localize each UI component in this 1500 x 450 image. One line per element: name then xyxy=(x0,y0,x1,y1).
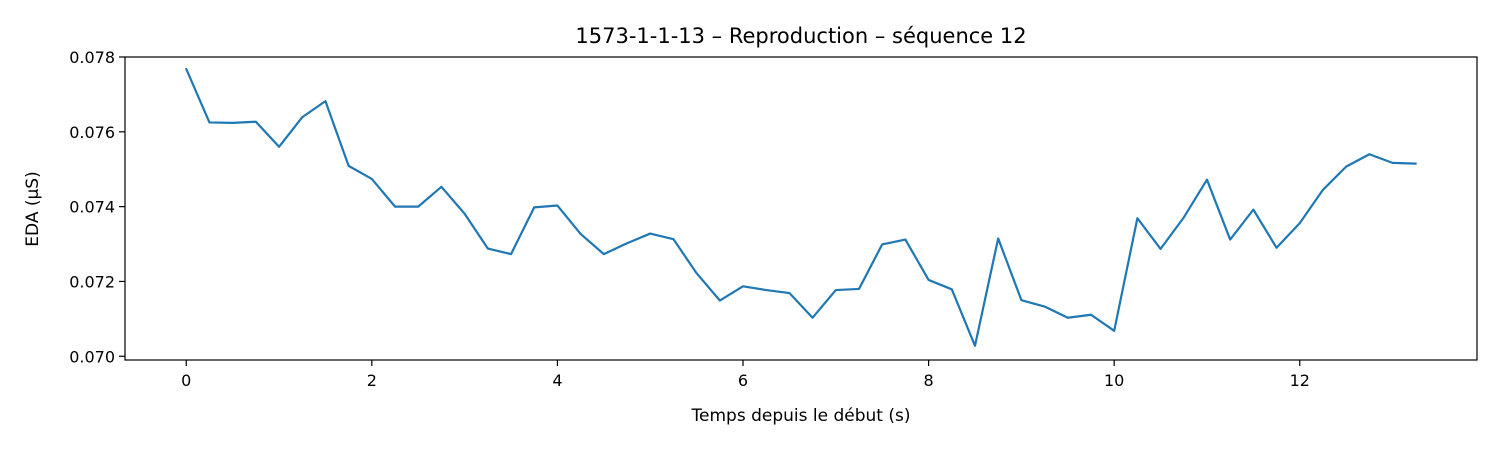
data-point xyxy=(208,121,210,123)
data-point xyxy=(278,146,280,148)
x-tick-label: 4 xyxy=(552,371,562,390)
data-point xyxy=(928,279,930,281)
data-point xyxy=(301,116,303,118)
data-point xyxy=(858,288,860,290)
data-point xyxy=(742,285,744,287)
x-tick-label: 6 xyxy=(738,371,748,390)
data-point xyxy=(394,206,396,208)
data-point xyxy=(1276,247,1278,249)
data-point xyxy=(696,272,698,274)
data-point xyxy=(1392,162,1394,164)
y-axis-label: EDA (µS) xyxy=(23,171,43,246)
data-point xyxy=(997,237,999,239)
data-point xyxy=(1229,239,1231,241)
data-point xyxy=(1415,163,1417,165)
data-point xyxy=(440,186,442,188)
data-point xyxy=(881,243,883,245)
data-point xyxy=(510,253,512,255)
data-point xyxy=(1183,216,1185,218)
y-tick-label: 0.076 xyxy=(69,123,115,142)
data-point xyxy=(788,292,790,294)
y-tick-label: 0.072 xyxy=(69,272,115,291)
plot-frame xyxy=(124,56,1478,361)
data-point xyxy=(1160,248,1162,250)
data-point xyxy=(1113,330,1115,332)
x-tick-label: 0 xyxy=(181,371,191,390)
data-point xyxy=(185,68,187,70)
plot-area xyxy=(124,56,1478,361)
data-point xyxy=(556,205,558,207)
data-point xyxy=(1136,217,1138,219)
data-point xyxy=(974,345,976,347)
data-point xyxy=(951,288,953,290)
data-point xyxy=(672,238,674,240)
y-tick-label: 0.074 xyxy=(69,198,115,217)
data-point xyxy=(1368,153,1370,155)
y-tick-label: 0.070 xyxy=(69,347,115,366)
data-point xyxy=(1067,317,1069,319)
x-tick-label: 2 xyxy=(367,371,377,390)
data-point xyxy=(719,300,721,302)
data-point xyxy=(835,289,837,291)
x-tick-label: 12 xyxy=(1290,371,1310,390)
data-point xyxy=(324,100,326,102)
plot-background xyxy=(125,57,1477,360)
y-axis-ticks: 0.070 0.072 0.074 0.076 0.078 xyxy=(69,48,125,366)
data-point xyxy=(649,233,651,235)
data-point xyxy=(603,253,605,255)
data-point xyxy=(371,178,373,180)
data-point xyxy=(255,121,257,123)
data-point xyxy=(232,122,234,124)
data-point xyxy=(626,242,628,244)
data-point xyxy=(1090,314,1092,316)
data-point xyxy=(1299,222,1301,224)
x-axis-ticks: 0 2 4 6 8 10 12 xyxy=(181,360,1310,390)
data-point xyxy=(1322,189,1324,191)
x-axis-label: Temps depuis le début (s) xyxy=(691,406,911,426)
data-point xyxy=(533,206,535,208)
data-point xyxy=(1020,299,1022,301)
data-point xyxy=(348,165,350,167)
x-tick-label: 10 xyxy=(1104,371,1124,390)
data-point xyxy=(417,206,419,208)
data-point xyxy=(580,233,582,235)
series-line-eda xyxy=(185,67,1417,347)
y-tick-label: 0.078 xyxy=(69,48,115,67)
chart-title: 1573-1-1-13 – Reproduction – séquence 12 xyxy=(575,24,1026,48)
data-point xyxy=(904,239,906,241)
data-point xyxy=(765,289,767,291)
data-point xyxy=(1252,209,1254,211)
data-point xyxy=(464,213,466,215)
data-point xyxy=(1345,166,1347,168)
data-point xyxy=(812,317,814,319)
data-point xyxy=(487,248,489,250)
data-point xyxy=(1206,179,1208,181)
data-point xyxy=(1044,306,1046,308)
x-tick-label: 8 xyxy=(923,371,933,390)
